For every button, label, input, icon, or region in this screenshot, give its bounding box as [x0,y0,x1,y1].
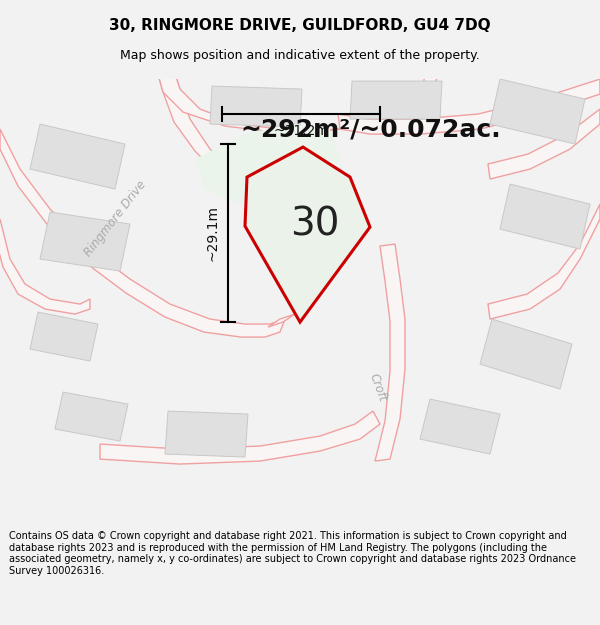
Polygon shape [0,129,285,337]
Polygon shape [195,124,340,209]
Polygon shape [420,399,500,454]
Text: Contains OS data © Crown copyright and database right 2021. This information is : Contains OS data © Crown copyright and d… [9,531,576,576]
Text: ~29.1m: ~29.1m [206,205,220,261]
Polygon shape [165,411,248,457]
Text: Map shows position and indicative extent of the property.: Map shows position and indicative extent… [120,49,480,62]
Polygon shape [55,392,128,441]
Polygon shape [490,79,585,144]
Polygon shape [375,244,405,461]
Polygon shape [30,124,125,189]
Text: 30, RINGMORE DRIVE, GUILDFORD, GU4 7DQ: 30, RINGMORE DRIVE, GUILDFORD, GU4 7DQ [109,18,491,32]
Polygon shape [210,86,302,127]
Polygon shape [338,79,600,134]
Text: ~292m²/~0.072ac.: ~292m²/~0.072ac. [240,117,500,141]
Polygon shape [158,74,440,133]
Polygon shape [488,109,600,179]
Text: ~21.2m: ~21.2m [273,124,329,138]
Polygon shape [480,319,572,389]
Text: Croft: Croft [367,371,389,403]
Polygon shape [30,312,98,361]
Polygon shape [100,411,380,464]
Text: Ringmore Drive: Ringmore Drive [82,179,149,259]
Polygon shape [488,204,600,319]
Polygon shape [245,147,370,322]
Polygon shape [500,184,590,249]
Text: 30: 30 [290,205,340,243]
Polygon shape [350,81,442,119]
Polygon shape [158,74,315,327]
Polygon shape [40,212,130,271]
Polygon shape [0,219,90,314]
